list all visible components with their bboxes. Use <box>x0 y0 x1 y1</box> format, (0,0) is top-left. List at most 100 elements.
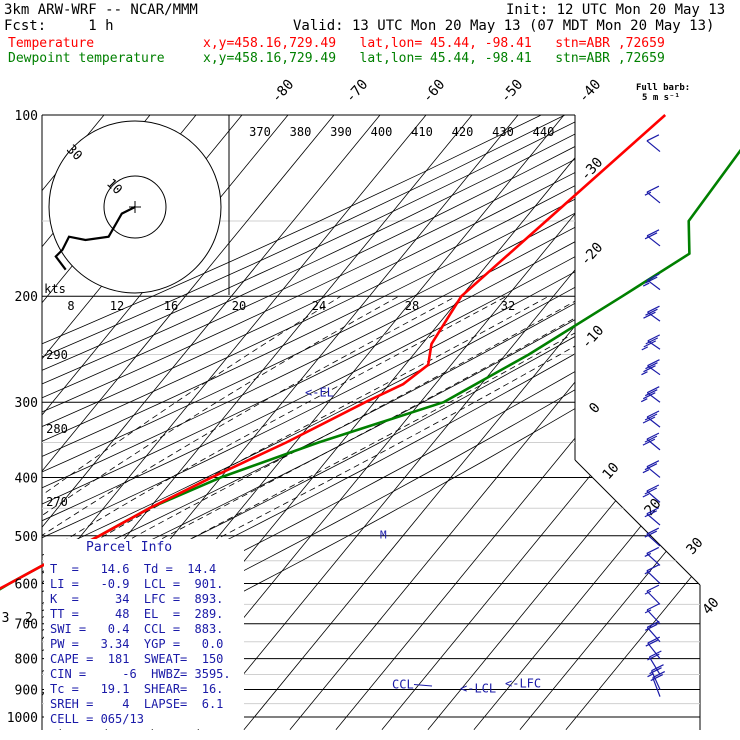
wind-barb-flag <box>645 639 659 647</box>
isotherm-label: -80 <box>269 77 298 107</box>
wind-barb-flag <box>646 386 660 394</box>
theta-label: 380 <box>290 125 312 139</box>
theta-label: 280 <box>46 422 68 436</box>
wind-barb-flag <box>642 438 656 446</box>
pressure-label: 100 <box>15 109 38 124</box>
wind-barb <box>644 620 661 643</box>
wind-barb-flag <box>646 229 660 237</box>
wind-barb-staff <box>646 438 661 451</box>
wind-barb <box>644 603 661 625</box>
m-marker: M <box>380 529 387 542</box>
wind-barb <box>647 664 664 690</box>
wind-barb-flag <box>646 185 660 193</box>
dry-adiabat <box>42 115 700 730</box>
wind-barb-staff <box>646 626 661 643</box>
mixing-ratio-label: 2 <box>25 611 33 626</box>
theta-label: 290 <box>46 348 68 362</box>
location-dewpoint: x,y=458.16,729.49 lat,lon= 45.44, -98.41… <box>203 51 665 66</box>
pressure-label: 800 <box>15 653 38 668</box>
wind-barb <box>644 546 661 566</box>
wind-barb <box>642 484 661 503</box>
wind-barb-staff <box>646 490 661 503</box>
wind-barb-half <box>644 552 652 557</box>
wind-barb-flag <box>647 636 661 644</box>
wind-barb-staff <box>646 416 661 428</box>
wind-barb-flag <box>642 416 656 424</box>
isotherm-label: -10 <box>579 323 608 353</box>
wind-barb-flag <box>646 584 660 592</box>
dry-adiabat <box>42 115 637 730</box>
isotherm-line <box>473 115 700 730</box>
wind-barb <box>642 410 661 428</box>
isotherm-label: -40 <box>576 77 605 107</box>
wind-barb-flag <box>649 667 662 675</box>
wind-barb <box>644 185 661 204</box>
wind-barb-flag <box>644 389 658 397</box>
parcel-row: LI = -0.9 LCL = 901. <box>50 577 224 591</box>
wind-barb-staff <box>647 642 661 660</box>
isotherm-line <box>197 115 700 730</box>
hodograph-speed-label: 8 <box>67 299 74 313</box>
wind-barb-half <box>642 469 650 474</box>
wind-barb-flag <box>642 392 656 400</box>
theta-label: 440 <box>533 125 555 139</box>
pressure-label: 500 <box>15 530 38 545</box>
wind-barb <box>645 636 661 660</box>
forecast-hour: Fcst: 1 h <box>4 18 114 34</box>
wind-barb-half <box>644 191 652 196</box>
isotherm-label: -70 <box>343 77 372 107</box>
wind-barb-half <box>640 398 648 403</box>
dry-adiabat <box>42 115 685 730</box>
isotherm-label: -20 <box>578 240 607 270</box>
dry-adiabat <box>42 115 700 730</box>
wind-barb-flag <box>647 305 660 313</box>
valid-time: Valid: 13 UTC Mon 20 May 13 (07 MDT Mon … <box>293 18 715 34</box>
hodograph-speed-label: 28 <box>405 299 419 313</box>
wind-barb-flag <box>646 620 660 628</box>
frame-diagonal <box>574 459 701 586</box>
ccl-marker: CCL <box>392 677 414 691</box>
init-time: Init: 12 UTC Mon 20 May 13 <box>506 2 726 18</box>
dry-adiabat <box>42 115 700 730</box>
hodograph-speed-label: 12 <box>110 299 124 313</box>
theta-label: 400 <box>371 125 393 139</box>
wind-barb-flag <box>646 564 660 572</box>
wind-barb-staff <box>646 191 661 204</box>
location-temperature: x,y=458.16,729.49 lat,lon= 45.44, -98.41… <box>203 36 665 51</box>
wind-barb <box>642 273 661 291</box>
parcel-row: TT = 48 EL = 289. <box>50 607 224 621</box>
moist-adiabat <box>42 295 400 718</box>
isotherm-line <box>42 115 381 730</box>
dry-adiabat <box>42 115 700 730</box>
wind-barb <box>642 460 661 478</box>
moist-adiabat <box>42 295 585 718</box>
hodograph-speed-label: 24 <box>312 299 326 313</box>
parcel-info-title: Parcel Info <box>86 540 173 555</box>
wind-barb-flag <box>644 276 658 284</box>
wind-barb-flag <box>646 410 660 418</box>
isotherm-line <box>427 115 700 730</box>
wind-barb <box>641 334 661 351</box>
parcel-row: CIN = -6 HWBZ= 3595. <box>50 667 231 681</box>
moist-adiabat <box>42 295 549 718</box>
wind-barb-flag <box>643 311 656 319</box>
isotherm-line <box>565 115 700 730</box>
barb-key-title: Full barb: <box>636 83 691 93</box>
wind-barb-flag <box>644 530 658 538</box>
wind-barb <box>642 432 661 451</box>
wind-barb-flag <box>643 340 657 348</box>
wind-barb-flag <box>652 670 666 679</box>
theta-label: 390 <box>330 125 352 139</box>
wind-barb-half <box>641 346 649 351</box>
wind-barb <box>650 670 666 697</box>
mixing-ratio-line <box>0 583 11 717</box>
wind-barb-staff <box>646 533 661 547</box>
wind-barb-staff <box>646 235 661 247</box>
dry-adiabat <box>42 115 661 730</box>
wind-barb <box>644 584 661 605</box>
ccl-marker-line <box>413 683 433 687</box>
theta-label: 370 <box>249 125 271 139</box>
wind-barb-half <box>647 673 654 678</box>
